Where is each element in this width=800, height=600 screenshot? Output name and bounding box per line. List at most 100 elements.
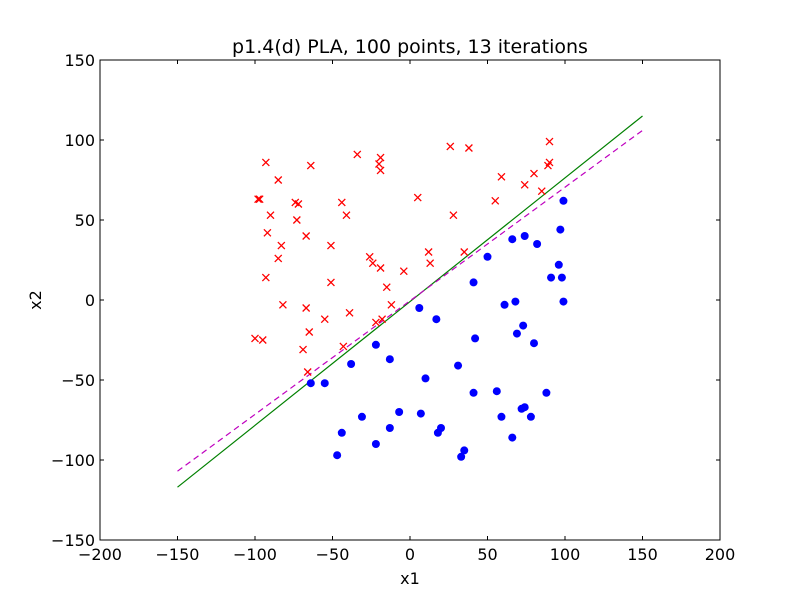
circle-marker-point (469, 278, 478, 287)
x-marker-point (353, 150, 362, 159)
circle-marker-point (533, 240, 542, 248)
x-axis-label: x1 (400, 569, 420, 588)
x-tick-label: 50 (477, 545, 497, 564)
x-marker-point (339, 342, 348, 351)
circle-marker-point (460, 446, 469, 455)
x-marker-point (365, 252, 374, 261)
circle-marker-point (437, 424, 445, 432)
x-marker-point (326, 278, 335, 287)
x-marker-point (263, 228, 272, 237)
y-tick-label: 50 (75, 211, 95, 230)
circle-marker-point (559, 297, 568, 306)
x-marker-point (261, 273, 270, 282)
circle-marker-point (469, 388, 478, 397)
circle-marker-point (497, 412, 506, 421)
x-marker-point (302, 232, 311, 240)
circle-marker-point (395, 408, 404, 416)
chart-title: p1.4(d) PLA, 100 points, 13 iterations (232, 36, 588, 58)
circle-marker-point (337, 428, 346, 437)
x-marker-point (460, 248, 469, 256)
x-tick-label: 100 (550, 545, 581, 564)
circle-marker-point (508, 433, 517, 442)
x-marker-point (274, 176, 283, 184)
circle-marker-point (306, 379, 315, 388)
y-axis-label: x2 (26, 290, 45, 310)
x-marker-point (368, 259, 377, 268)
x-tick-label: −50 (316, 545, 350, 564)
boundary-line-2 (177, 129, 643, 472)
x-marker-point (326, 241, 335, 250)
circle-marker-point (500, 300, 509, 309)
y-tick-label: −50 (61, 371, 95, 390)
x-marker-point (378, 315, 387, 324)
circle-marker-point (483, 252, 492, 261)
circle-marker-point (333, 451, 342, 460)
circle-marker-point (556, 225, 565, 234)
circle-marker-point (557, 273, 566, 282)
x-marker-point (387, 300, 396, 309)
circle-marker-point (357, 412, 366, 421)
x-marker-point (320, 315, 329, 324)
circle-marker-point (432, 315, 441, 324)
x-tick-label: 0 (405, 545, 415, 564)
circle-marker-point (492, 387, 501, 396)
x-marker-point (376, 166, 385, 175)
y-tick-label: 100 (64, 131, 95, 150)
circle-marker-point (559, 196, 568, 205)
circle-marker-point (457, 452, 466, 461)
y-tick-label: 150 (64, 51, 95, 70)
x-marker-point (371, 318, 380, 327)
x-marker-point (294, 200, 303, 208)
circle-marker-point (554, 260, 563, 269)
x-marker-point (251, 334, 259, 343)
x-marker-point (305, 328, 314, 336)
x-marker-point (376, 153, 385, 162)
x-marker-point (277, 241, 286, 250)
circle-marker-point (320, 379, 329, 388)
x-marker-point (255, 195, 264, 204)
x-marker-point (413, 193, 422, 202)
x-marker-point (258, 336, 267, 344)
circle-marker-point (416, 409, 425, 418)
points-layer (251, 137, 568, 461)
x-marker-point (424, 248, 433, 256)
circle-marker-point (547, 273, 556, 282)
x-marker-point (399, 267, 408, 276)
x-marker-point (376, 264, 385, 272)
x-tick-label: 200 (705, 545, 736, 564)
x-marker-point (464, 144, 473, 152)
boundary-line-1 (177, 115, 643, 488)
x-marker-point (520, 180, 529, 189)
x-tick-label: −100 (233, 545, 277, 564)
x-marker-point (375, 160, 383, 168)
circle-marker-point (508, 235, 517, 244)
x-marker-point (382, 283, 391, 292)
x-marker-point (303, 368, 312, 376)
circle-marker-point (385, 355, 394, 364)
x-marker-point (345, 308, 354, 317)
circle-marker-point (385, 424, 394, 432)
x-marker-point (254, 195, 263, 204)
x-marker-point (426, 259, 435, 268)
circle-marker-point (421, 374, 430, 383)
circle-marker-point (471, 334, 480, 343)
circle-marker-point (520, 232, 529, 240)
x-marker-point (337, 198, 346, 207)
circle-marker-point (371, 440, 380, 448)
x-tick-label: 150 (627, 545, 658, 564)
ticks-layer: −200 −150 −100 −50 0 50 100 150 200−150−100−5005… (51, 51, 735, 564)
x-marker-point (446, 142, 455, 151)
circle-marker-point (415, 304, 424, 312)
x-marker-point (274, 254, 283, 263)
x-marker-point (545, 137, 554, 146)
x-marker-point (491, 196, 500, 205)
circle-marker-point (454, 361, 463, 370)
x-tick-label: −150 (156, 545, 200, 564)
plot-area (100, 60, 720, 540)
x-marker-point (342, 211, 351, 220)
circle-marker-point (526, 412, 535, 421)
x-marker-point (261, 158, 270, 167)
x-marker-point (278, 300, 287, 309)
x-marker-point (302, 304, 311, 312)
